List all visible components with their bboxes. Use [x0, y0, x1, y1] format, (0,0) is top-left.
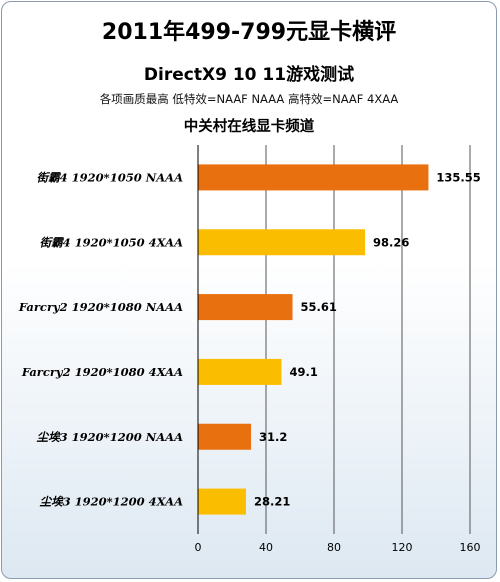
chart-subtitle: DirectX9 10 11游戏测试	[143, 65, 355, 85]
value-label: 31.2	[259, 430, 287, 444]
chart-title: 2011年499-799元显卡横评	[101, 20, 397, 45]
bar	[198, 294, 293, 321]
value-label: 49.1	[289, 365, 317, 379]
chart-source: 中关村在线显卡频道	[183, 119, 315, 135]
bar	[198, 229, 366, 256]
value-label: 55.61	[301, 300, 337, 314]
value-label: 98.26	[373, 235, 409, 249]
x-tick-label: 160	[460, 541, 481, 554]
x-tick-label: 0	[195, 541, 202, 554]
bar	[198, 164, 429, 191]
x-tick-label: 40	[259, 541, 273, 554]
value-label: 28.21	[254, 495, 290, 509]
chart-note: 各项画质最高 低特效=NAAF NAAA 高特效=NAAF 4XAA	[99, 92, 399, 106]
bar	[198, 423, 252, 450]
x-tick-label: 80	[327, 541, 341, 554]
x-tick-label: 120	[392, 541, 413, 554]
category-label: Farcry2 1920*1080 NAAA	[18, 300, 183, 314]
value-label: 135.55	[436, 170, 480, 184]
bar	[198, 358, 282, 385]
category-label: 尘埃3 1920*1200 NAAA	[37, 430, 183, 444]
category-label: 街霸4 1920*1050 4XAA	[40, 235, 183, 249]
category-label: 街霸4 1920*1050 NAAA	[37, 170, 183, 184]
bar	[198, 488, 246, 515]
category-label: 尘埃3 1920*1200 4XAA	[40, 495, 183, 509]
category-label: Farcry2 1920*1080 4XAA	[21, 365, 183, 379]
